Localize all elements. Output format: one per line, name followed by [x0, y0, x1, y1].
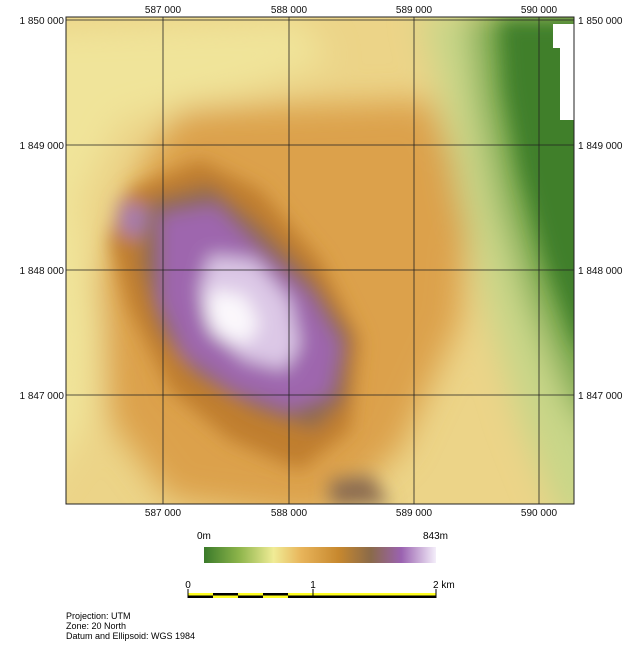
easting-tick-bottom-2: 588 000: [271, 508, 308, 519]
zone-text: Zone: 20 North: [66, 621, 127, 631]
scale-label-1: 1: [310, 580, 316, 591]
northing-tick-right-4: 1 847 000: [578, 391, 623, 402]
northing-tick-right-3: 1 848 000: [578, 266, 623, 277]
northing-tick-right-2: 1 849 000: [578, 141, 623, 152]
easting-tick-top-3: 589 000: [396, 5, 433, 16]
northing-tick-right-1: 1 850 000: [578, 16, 623, 27]
northing-tick-left-3: 1 848 000: [20, 266, 65, 277]
easting-tick-bottom-1: 587 000: [145, 508, 182, 519]
easting-tick-bottom-4: 590 000: [521, 508, 558, 519]
northing-tick-left-4: 1 847 000: [20, 391, 65, 402]
scale-label-0: 0: [185, 580, 191, 591]
scale-bar: 0 1 2 km: [185, 580, 455, 598]
utm-grid: [66, 17, 574, 504]
legend-max-label: 843m: [423, 531, 449, 542]
projection-text: Projection: UTM: [66, 611, 131, 621]
easting-tick-bottom-3: 589 000: [396, 508, 433, 519]
easting-tick-top-2: 588 000: [271, 5, 308, 16]
datum-text: Datum and Ellipsoid: WGS 1984: [66, 631, 196, 641]
scale-label-2km: 2 km: [433, 580, 455, 591]
easting-tick-top-1: 587 000: [145, 5, 182, 16]
map-frame: [65, 16, 575, 505]
northing-tick-left-2: 1 849 000: [20, 141, 65, 152]
elevation-raster: [66, 17, 574, 504]
northing-tick-left-1: 1 850 000: [20, 16, 65, 27]
elevation-legend-ramp: [204, 547, 436, 563]
projection-info: Projection: UTM Zone: 20 North Datum and…: [66, 611, 195, 641]
easting-tick-top-4: 590 000: [521, 5, 558, 16]
legend-min-label: 0m: [197, 531, 211, 542]
